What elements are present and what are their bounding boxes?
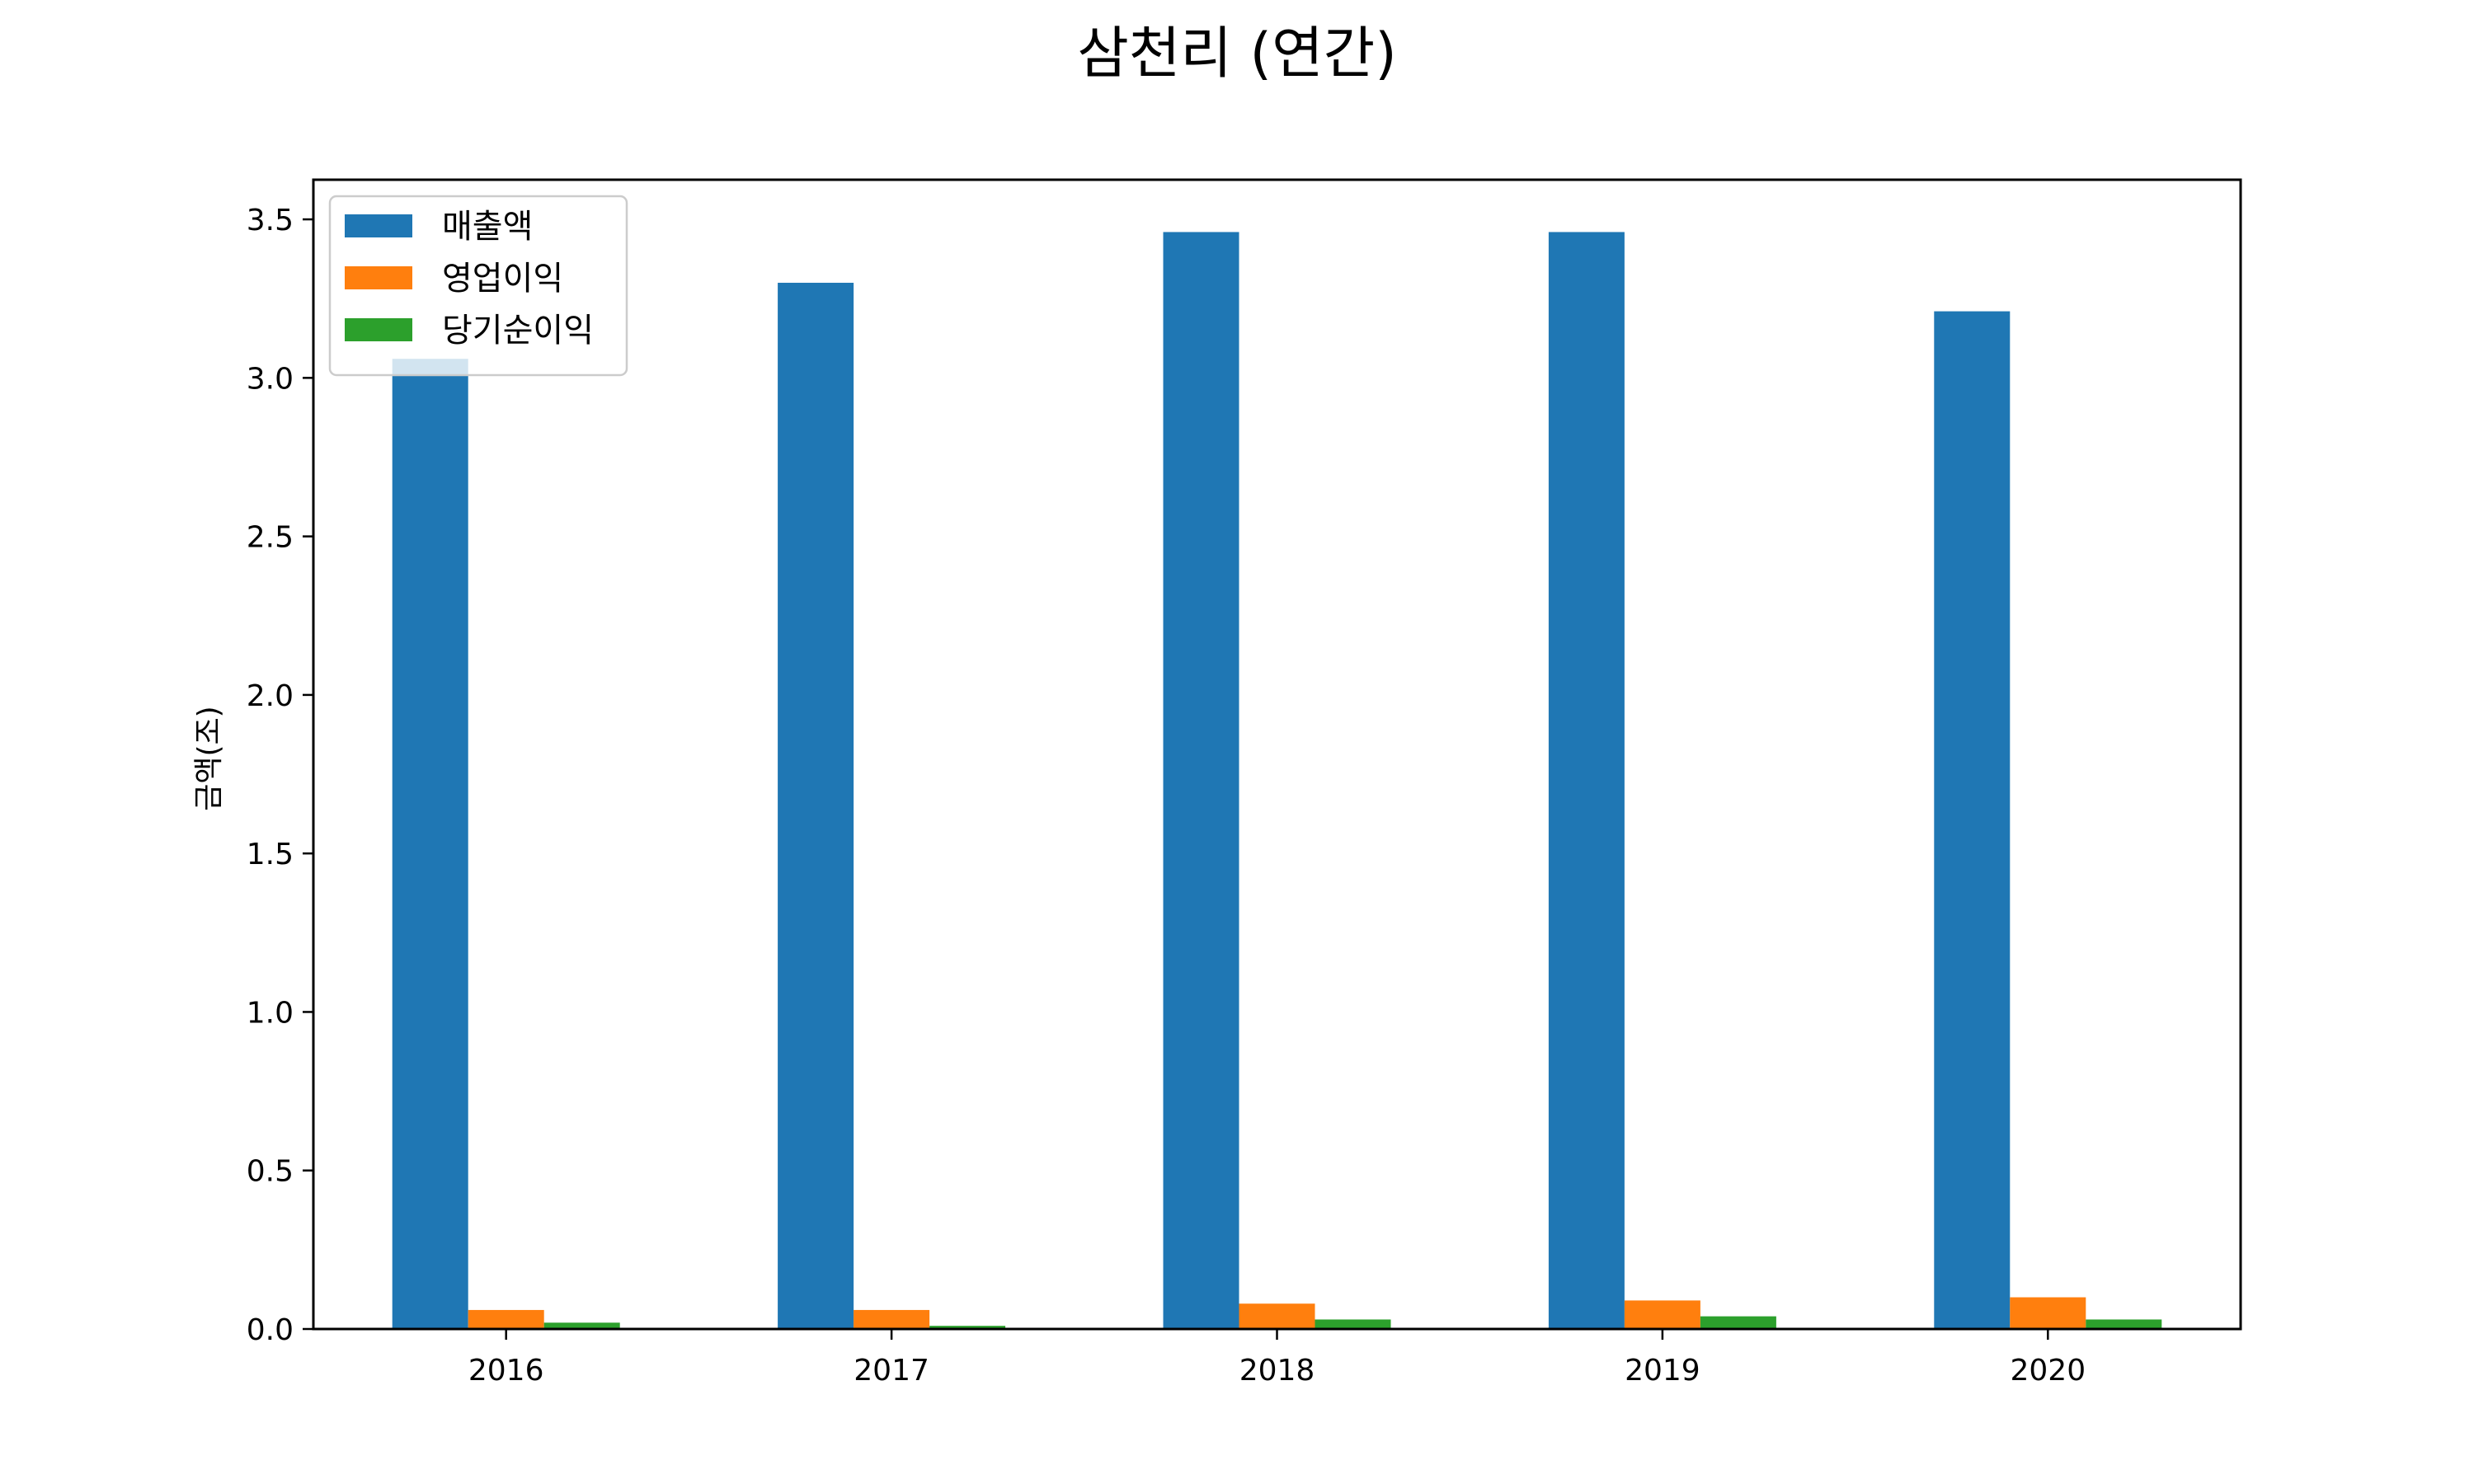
bar-영업이익-2016 (468, 1309, 544, 1329)
legend-label: 매출액 (442, 208, 533, 246)
y-tick-label: 0.5 (247, 1155, 294, 1189)
x-tick-label: 2016 (468, 1354, 544, 1388)
bar-당기순이익-2019 (1700, 1316, 1776, 1329)
bar-영업이익-2019 (1624, 1300, 1700, 1329)
y-tick-label: 3.5 (247, 204, 294, 237)
bar-매출액-2019 (1548, 232, 1625, 1329)
legend-swatch-영업이익 (345, 266, 412, 289)
bar-당기순이익-2020 (2086, 1319, 2162, 1329)
bar-매출액-2020 (1934, 311, 2011, 1329)
legend-swatch-당기순이익 (345, 318, 412, 341)
y-tick-label: 2.5 (247, 521, 294, 555)
legend-label: 영업이익 (442, 260, 563, 298)
x-tick-label: 2019 (1625, 1354, 1700, 1388)
y-tick-label: 1.0 (247, 996, 294, 1030)
y-tick-label: 2.0 (247, 679, 294, 713)
bar-매출액-2017 (778, 282, 854, 1330)
bar-매출액-2016 (392, 359, 468, 1329)
bar-영업이익-2020 (2010, 1297, 2086, 1329)
y-axis-label: 금액(조) (192, 706, 226, 810)
bar-영업이익-2017 (854, 1309, 930, 1329)
bar-매출액-2018 (1163, 232, 1239, 1329)
x-tick-label: 2020 (2010, 1354, 2086, 1388)
legend-label: 당기순이익 (442, 312, 594, 350)
bar-당기순이익-2016 (543, 1322, 620, 1329)
bars-layer (392, 232, 2162, 1330)
x-tick-label: 2018 (1239, 1354, 1315, 1388)
chart-title: 삼천리 (연간) (1077, 21, 1396, 87)
x-tick-label: 2017 (854, 1354, 929, 1388)
axes-layer: 0.0 0.5 1.0 1.5 2.0 2.5 3.0 3.5 2016 2017 2018 2019… (247, 178, 2242, 1388)
y-tick-label: 1.5 (247, 838, 294, 871)
bar-당기순이익-2017 (929, 1326, 1006, 1329)
legend-swatch-매출액 (345, 214, 412, 237)
y-tick-label: 0.0 (247, 1313, 294, 1347)
bar-영업이익-2018 (1239, 1303, 1315, 1329)
y-tick-label: 3.0 (247, 362, 294, 396)
bar-당기순이익-2018 (1315, 1319, 1391, 1329)
